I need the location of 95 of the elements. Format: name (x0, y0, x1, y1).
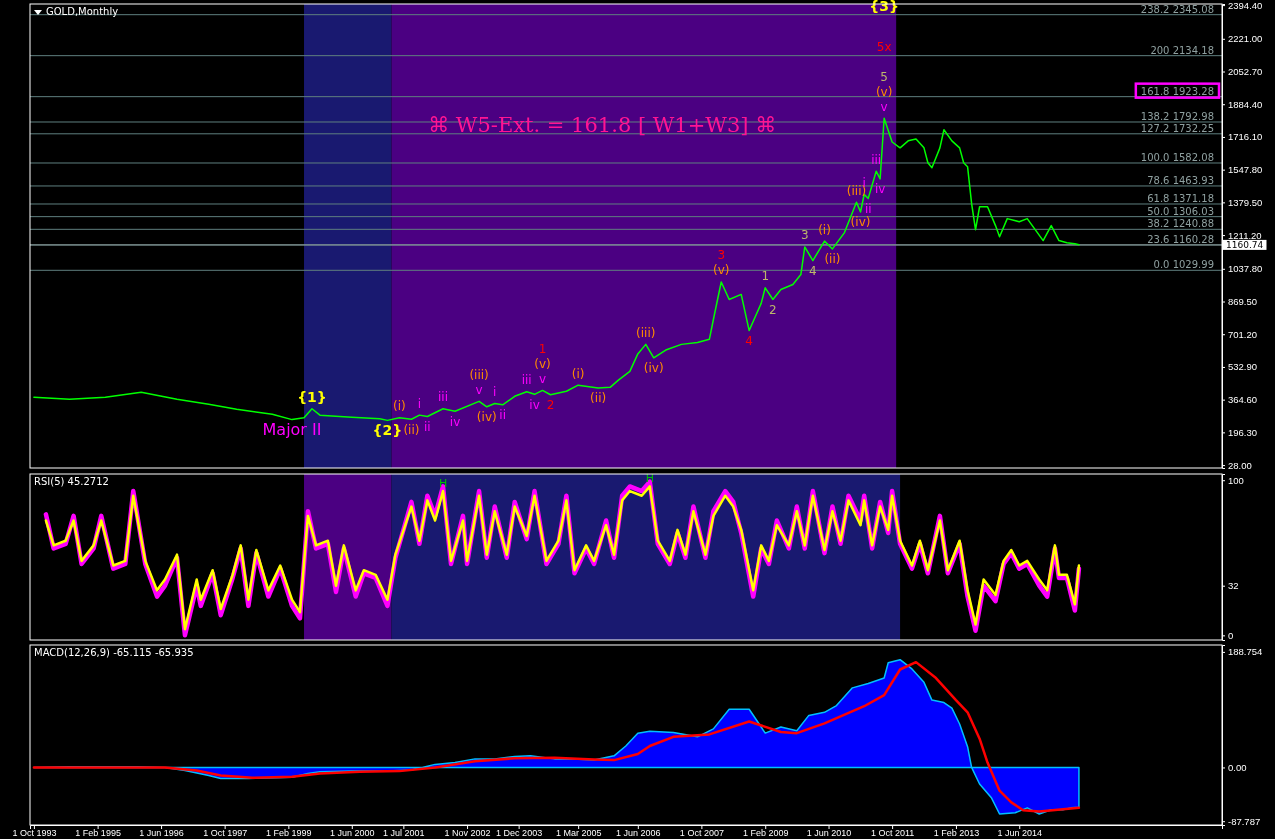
annotation: ii (499, 408, 507, 423)
x-tick-label: 1 Oct 2011 (870, 828, 915, 839)
annotation: 1 (761, 269, 770, 284)
x-tick-label: 1 Jun 2014 (997, 828, 1043, 839)
annotation: ii (864, 201, 872, 216)
y-tick-label: 2052.70 (1228, 66, 1263, 78)
annotation: ⌘ W5-Ext. = 161.8 [ W1+W3] ⌘ (428, 113, 777, 137)
annotation: 2 (769, 302, 777, 317)
ref-line-label: 1160.74 (1226, 240, 1264, 251)
annotation: (ii) (824, 252, 841, 267)
annotation: {2} (372, 422, 403, 439)
annotation: (iv) (850, 215, 871, 230)
x-tick-label: 1 Oct 1997 (203, 828, 248, 839)
x-tick-label: 1 Jul 2001 (383, 828, 425, 839)
ref-line-label: 0.0 1029.99 (1153, 259, 1214, 271)
annotation: (iii) (469, 367, 489, 382)
annotation: iii (521, 373, 532, 388)
y-tick-label: 32 (1228, 580, 1239, 592)
annotation: {1} (297, 388, 327, 405)
y-tick-label: 100 (1228, 474, 1244, 486)
annotation: 5 (880, 69, 888, 84)
annotation: v (880, 99, 888, 114)
ref-line-label: 161.8 1923.28 (1140, 85, 1214, 97)
x-tick-label: 1 Jun 2010 (806, 828, 852, 839)
annotation: (ii) (590, 391, 607, 406)
x-tick-label: 1 Oct 2007 (679, 828, 724, 839)
y-tick-label: 869.50 (1228, 296, 1258, 308)
ref-line-label: 100.0 1582.08 (1140, 151, 1214, 163)
x-tick-label: 1 Jun 2006 (616, 828, 661, 839)
annotation: 1 (538, 341, 547, 356)
chart-title: GOLD,Monthly (46, 6, 119, 17)
annotation: {3} (869, 0, 899, 14)
annotation: (i) (571, 366, 585, 381)
annotation: 4 (745, 334, 753, 349)
y-tick-label: -87.787 (1228, 815, 1261, 827)
ref-line-label: 200 2134.18 (1150, 44, 1214, 56)
annotation: 2 (546, 398, 555, 413)
ref-line-label: 238.2 2345.08 (1140, 3, 1214, 15)
x-tick-label: 1 Oct 1993 (12, 828, 57, 839)
y-tick-label: 1547.80 (1228, 164, 1263, 176)
ref-line-label: 50.0 1306.03 (1147, 205, 1214, 217)
x-tick-label: 1 Jun 2000 (330, 828, 375, 839)
annotation: (ii) (403, 422, 420, 437)
annotation: i (493, 384, 497, 399)
x-tick-label: 1 Feb 2009 (742, 828, 789, 839)
annotation: iv (529, 397, 540, 412)
chart-title: RSI(5) 45.2712 (34, 476, 109, 487)
annotation: (iv) (476, 410, 497, 425)
x-tick-label: 1 Feb 1999 (266, 828, 312, 839)
annotation: iv (449, 414, 461, 429)
y-tick-label: 364.60 (1228, 394, 1258, 406)
ref-line-label: 38.2 1240.88 (1147, 218, 1214, 230)
ref-line-label: 78.6 1463.93 (1147, 174, 1214, 186)
x-tick-label: 1 Feb 2013 (933, 828, 980, 839)
annotation: iii (438, 390, 449, 405)
y-tick-label: 532.90 (1228, 361, 1258, 373)
annotation: i (417, 396, 422, 411)
annotation: H (438, 477, 448, 491)
annotation: (i) (393, 399, 406, 414)
y-tick-label: 188.754 (1228, 646, 1263, 658)
annotation: 5x (876, 40, 892, 55)
annotation: iii (871, 152, 882, 167)
annotation: (v) (875, 84, 893, 99)
y-tick-label: 701.20 (1228, 328, 1258, 340)
ref-line-label: 127.2 1732.25 (1140, 122, 1214, 134)
y-tick-label: 0.00 (1228, 761, 1247, 773)
y-tick-label: 2394.40 (1228, 0, 1263, 11)
annotation: (iii) (636, 325, 656, 340)
annotation: (v) (534, 356, 551, 371)
annotation: 3 (800, 228, 809, 243)
y-tick-label: 0 (1228, 629, 1234, 641)
y-tick-label: 1716.10 (1228, 131, 1263, 143)
annotation: v (475, 382, 483, 397)
x-tick-label: 1 Mar 2005 (555, 828, 602, 839)
annotation: (iv) (643, 361, 664, 376)
annotation: v (538, 371, 547, 386)
ref-line-label: 61.8 1371.18 (1147, 192, 1214, 204)
x-tick-label: 1 Dec 2003 (496, 828, 543, 839)
annotation: 3 (717, 248, 726, 263)
y-tick-label: 28.00 (1228, 459, 1252, 471)
y-tick-label: 1884.40 (1228, 98, 1263, 110)
x-tick-label: 1 Feb 1995 (75, 828, 121, 839)
annotation: ii (424, 419, 431, 434)
y-tick-label: 2221.00 (1228, 33, 1263, 45)
y-tick-label: 1037.80 (1228, 263, 1263, 275)
ref-line-label: 23.6 1160.28 (1147, 233, 1214, 245)
ref-line-label: 138.2 1792.98 (1140, 111, 1214, 122)
y-tick-label: 1379.50 (1228, 196, 1263, 208)
annotation: Major II (262, 420, 322, 440)
x-tick-label: 1 Nov 2002 (444, 828, 491, 839)
chart-title: MACD(12,26,9) -65.115 -65.935 (34, 647, 194, 658)
y-tick-label: 1211.20 (1228, 229, 1262, 241)
y-tick-label: 196.30 (1228, 426, 1258, 438)
x-tick-label: 1 Jun 1996 (139, 828, 184, 839)
annotation: iv (874, 182, 886, 197)
